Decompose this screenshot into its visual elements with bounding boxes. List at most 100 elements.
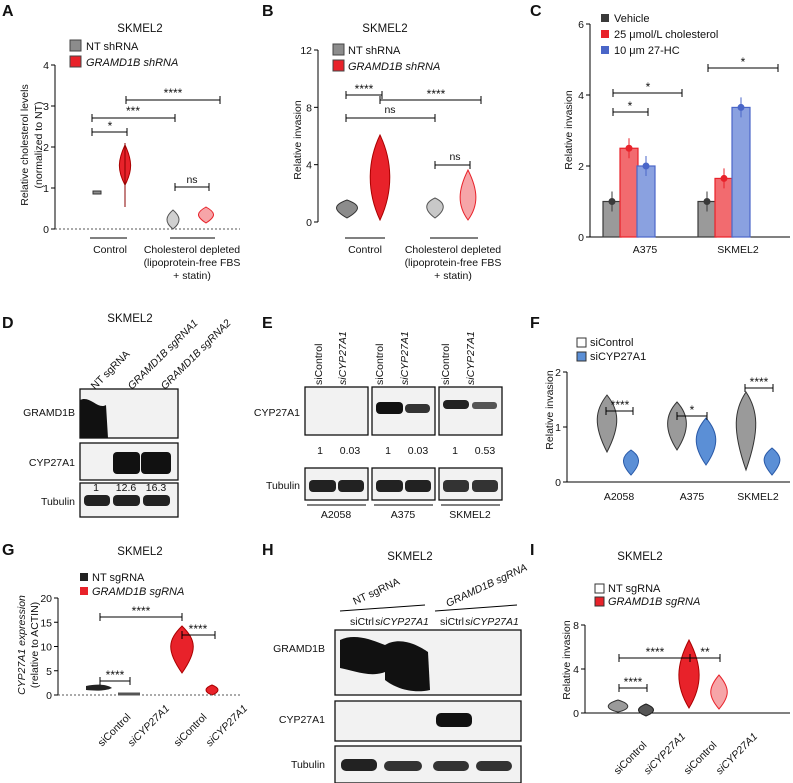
band-d-tub-0	[84, 495, 110, 506]
lane-h-3: siCYP27A1	[465, 616, 519, 628]
sig-b4: ns	[449, 151, 460, 163]
y-tick-label: 2	[43, 142, 49, 154]
legend-f1: siCYP27A1	[590, 351, 646, 363]
legend-f0: siControl	[590, 337, 633, 349]
quant-e-0: 1	[317, 445, 323, 457]
ylabel-a-1: Relative cholesterol levels	[19, 84, 31, 205]
panel-i: I SKMEL2 Relative invasion 048 NT sgRNA …	[530, 542, 790, 777]
data-point	[608, 198, 616, 205]
sig-bar-a2	[91, 114, 176, 122]
title-g: SKMEL2	[117, 546, 162, 558]
sig-bar-f0	[605, 407, 634, 415]
row-d-2: Tubulin	[41, 496, 75, 508]
xlabel-f-2: SKMEL2	[737, 491, 779, 503]
ylabel-b: Relative invasion	[292, 100, 304, 180]
ylabel-i: Relative invasion	[561, 620, 573, 700]
y-tick-label: 0	[46, 690, 52, 702]
y-tick-label: 12	[300, 45, 312, 57]
group-line-h-0	[339, 604, 426, 612]
violin-i-0	[607, 699, 629, 713]
bars-c	[602, 97, 751, 238]
legend-swatch-nt	[69, 39, 82, 52]
band-h-tub-3	[476, 761, 512, 771]
band-h-gramd1b-1	[385, 641, 430, 692]
xgroup-b-ctrl: Control	[348, 244, 382, 256]
blot-e-cyp-a2058	[304, 386, 369, 436]
data-point	[720, 174, 728, 182]
violin-f-si-2	[763, 447, 781, 476]
group-line-h-1	[434, 604, 518, 612]
sig-c3: *	[741, 55, 746, 69]
sig-c1: *	[628, 99, 633, 113]
xgroup-b-dep-3: + statin)	[434, 270, 472, 282]
y-tick-label: 3	[43, 101, 49, 113]
panel-f: F Relative invasion 0 1 2 siControl siCYP2…	[530, 315, 790, 503]
y-tick-label: 2	[555, 367, 561, 379]
row-d-0: GRAMD1B	[23, 407, 75, 419]
blot-e-cyp-skmel2	[438, 386, 503, 436]
legend-g0: NT sgRNA	[92, 572, 145, 584]
sig-bar-g1	[181, 631, 216, 639]
sig-g0: ****	[132, 604, 151, 618]
band-h-tub-0	[341, 759, 377, 771]
group-e-0: A2058	[321, 509, 352, 521]
band-e-tub-1	[338, 480, 364, 492]
lane-e-3: siCYP27A1	[399, 331, 411, 385]
group-e-1: A375	[391, 509, 416, 521]
xlabel-i-3: siCYP27A1	[714, 731, 760, 777]
axis-g: 0 5 10 15 20	[40, 593, 59, 702]
y-tick-label: 0	[573, 708, 579, 720]
y-tick-label: 10	[40, 642, 52, 654]
axis-i: 0 4 8	[573, 620, 790, 720]
violin-a-nt-ctrl	[92, 190, 102, 195]
y-tick-label: 4	[578, 90, 584, 102]
sig-b3: ****	[427, 87, 446, 101]
lane-e-5: siCYP27A1	[465, 331, 477, 385]
title-h: SKMEL2	[387, 551, 432, 563]
legend-c0: Vehicle	[614, 13, 649, 25]
sig-bar-a1	[91, 128, 128, 136]
quant-d-2: 16.3	[146, 482, 167, 494]
row-h-2: Tubulin	[291, 759, 325, 771]
sig-f0: ****	[611, 398, 630, 412]
band-h-tub-2	[433, 761, 469, 771]
panel-letter-g: G	[2, 542, 14, 559]
y-tick-label: 8	[573, 620, 579, 632]
legend-swatch-c0	[601, 14, 609, 22]
row-d-1: CYP27A1	[29, 457, 75, 469]
y-tick-label: 4	[43, 60, 49, 72]
band-d-cyp-1	[113, 452, 140, 474]
ylabel-g-2: (relative to ACTIN)	[29, 602, 41, 688]
violin-b-nt-ctrl	[336, 199, 358, 219]
xlabel-g-3: siCYP27A1	[204, 703, 250, 749]
violin-b-kd-dep	[459, 168, 477, 221]
band-d-tub-1	[113, 495, 140, 506]
sig-bar-c3	[707, 64, 779, 72]
sig-g2: ****	[106, 668, 125, 682]
panel-h: H SKMEL2 NT sgRNA GRAMD1B sgRNA siCtrl s…	[262, 542, 529, 783]
legend-swatch-kd	[69, 55, 82, 68]
violin-i-1	[638, 703, 654, 717]
y-tick-label: 0	[43, 224, 49, 236]
xlabel-g-2: siControl	[172, 711, 210, 749]
xgroup-b-dep-2: (lipoprotein-free FBS	[405, 257, 502, 269]
data-point	[642, 162, 650, 170]
sig-f2: ****	[750, 375, 769, 389]
quant-d-0: 1	[93, 482, 99, 494]
row-e-1: Tubulin	[266, 480, 300, 492]
lane-d-0: NT sgRNA	[89, 348, 133, 392]
legend-swatch-i0	[594, 583, 605, 594]
band-e-cyp-5	[472, 402, 497, 409]
violin-g-2	[170, 625, 194, 674]
band-d-gramd1b	[80, 398, 108, 438]
lane-e-2: siControl	[374, 344, 386, 385]
xgroup-b-dep-1: Cholesterol depleted	[405, 244, 501, 256]
quant-e-1: 0.03	[340, 445, 361, 457]
xgroup-a-dep-1: Cholesterol depleted	[144, 244, 240, 256]
y-tick-label: 5	[46, 666, 52, 678]
sig-b2: ns	[384, 104, 395, 116]
panel-letter-h: H	[262, 542, 274, 559]
band-e-cyp-4	[443, 400, 469, 409]
quant-d-1: 12.6	[116, 482, 137, 494]
